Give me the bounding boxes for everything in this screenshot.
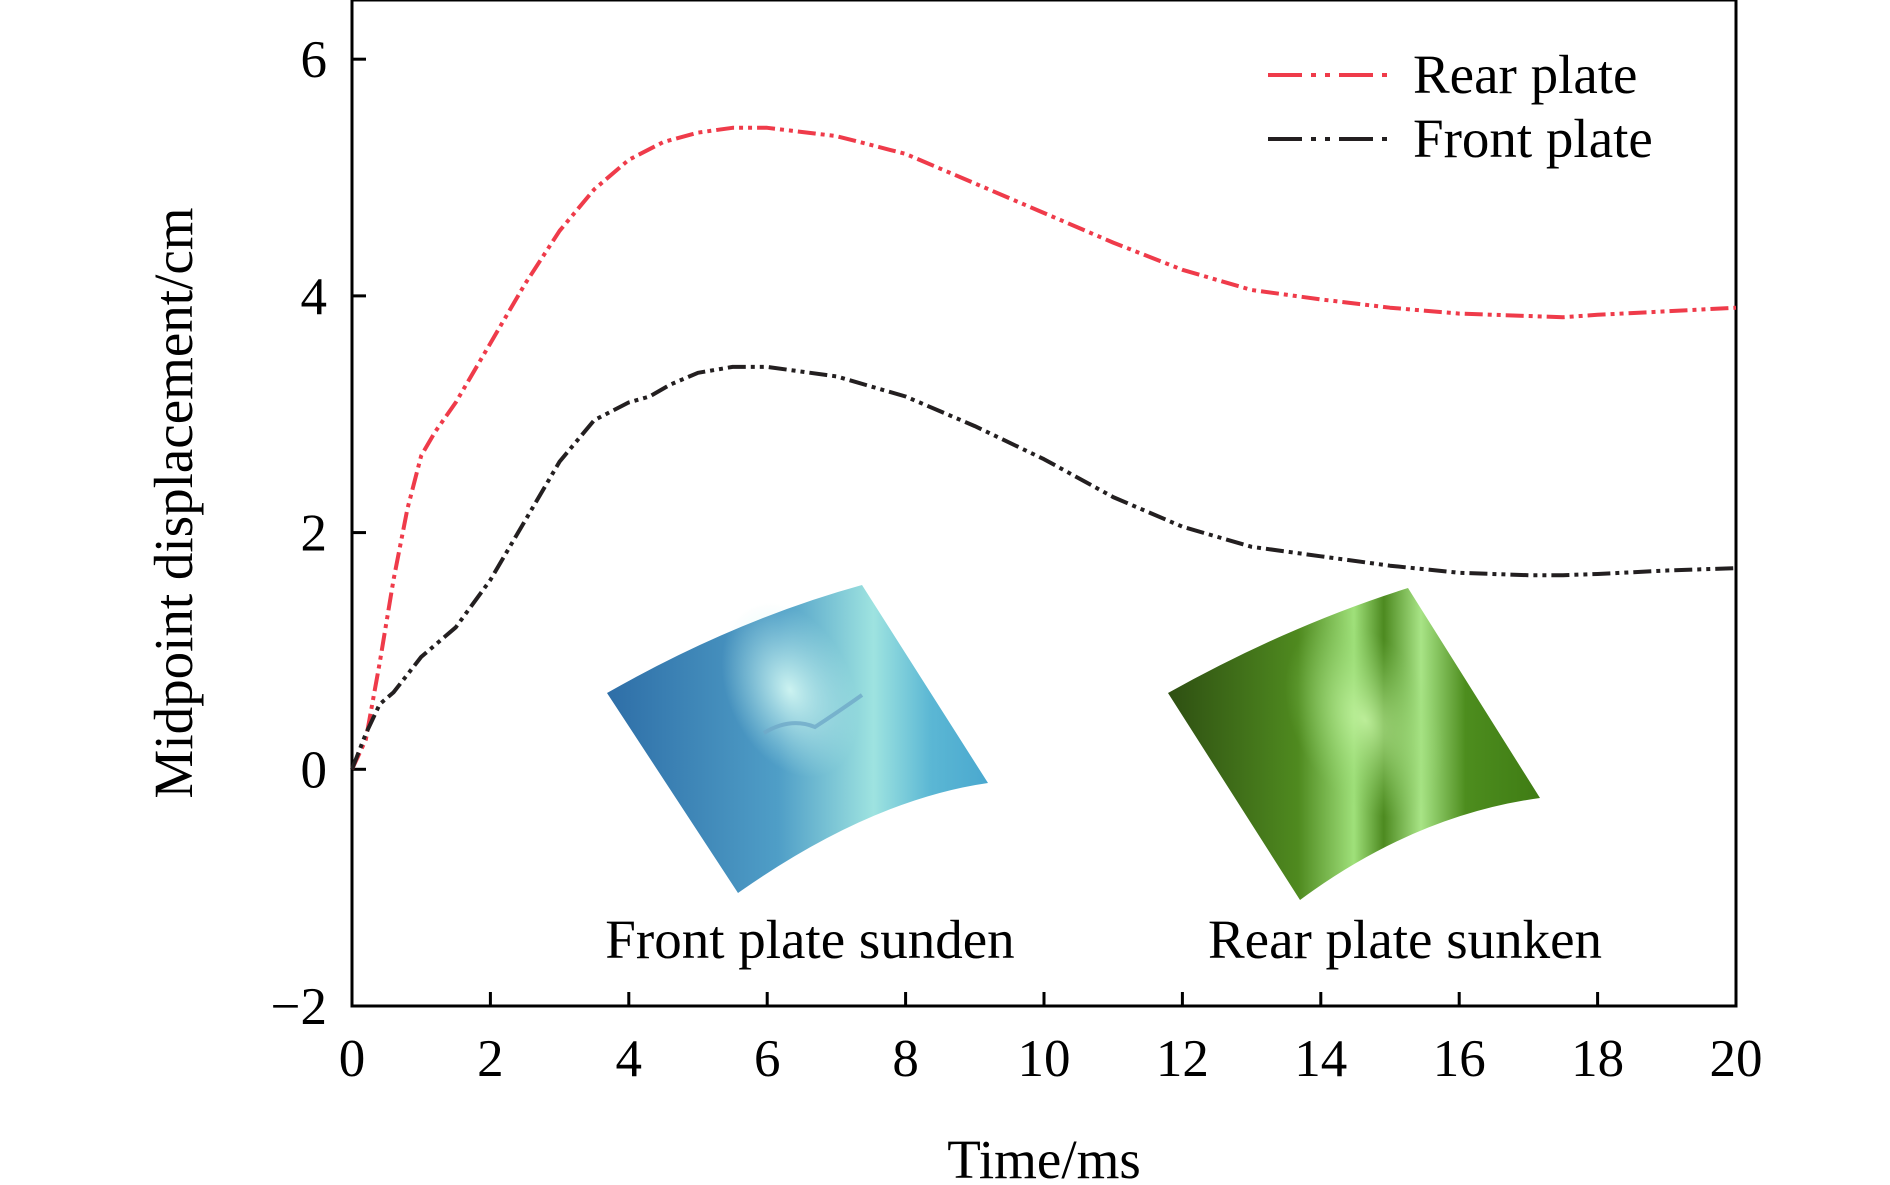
x-tick-label: 10 <box>1018 1030 1071 1088</box>
series-layer <box>350 125 1737 771</box>
x-tick-label: 20 <box>1710 1030 1763 1088</box>
y-tick-label: 4 <box>301 268 328 326</box>
y-tick-label: 2 <box>301 505 328 563</box>
x-tick-label: 18 <box>1571 1030 1624 1088</box>
series-line-front-plate <box>350 364 1737 771</box>
x-tick-label: 14 <box>1294 1030 1347 1088</box>
front-plate-inset <box>607 585 988 893</box>
legend-label-rear-plate: Rear plate <box>1413 44 1637 105</box>
front-plate-dent <box>721 602 859 778</box>
y-tick-label: −2 <box>271 978 327 1036</box>
x-tick-label: 4 <box>616 1030 643 1088</box>
y-tick-label: 6 <box>301 31 328 89</box>
y-tick-label: 0 <box>301 741 328 799</box>
x-tick-label: 6 <box>754 1030 781 1088</box>
x-axis-ticks: 0 2 4 6 8 10 12 14 16 18 20 <box>339 992 1763 1088</box>
y-axis-label: Midpoint displacement/cm <box>143 207 204 798</box>
x-tick-label: 16 <box>1433 1030 1486 1088</box>
rear-plate-inset <box>1168 588 1540 900</box>
legend: Rear plate Front plate <box>1268 44 1653 169</box>
front-plate-dent-fold <box>762 693 864 735</box>
x-tick-label: 8 <box>892 1030 919 1088</box>
y-axis-ticks: −2 0 2 4 6 <box>271 31 366 1036</box>
x-tick-label: 2 <box>477 1030 504 1088</box>
x-axis-label: Time/ms <box>947 1129 1141 1185</box>
rear-plate-caption: Rear plate sunken <box>1208 909 1602 970</box>
rear-plate-dent <box>1284 622 1446 818</box>
front-plate-caption: Front plate sunden <box>605 909 1014 970</box>
series-line-rear-plate <box>350 125 1737 771</box>
x-tick-label: 12 <box>1156 1030 1209 1088</box>
x-tick-label: 0 <box>339 1030 366 1088</box>
legend-label-front-plate: Front plate <box>1413 108 1653 169</box>
